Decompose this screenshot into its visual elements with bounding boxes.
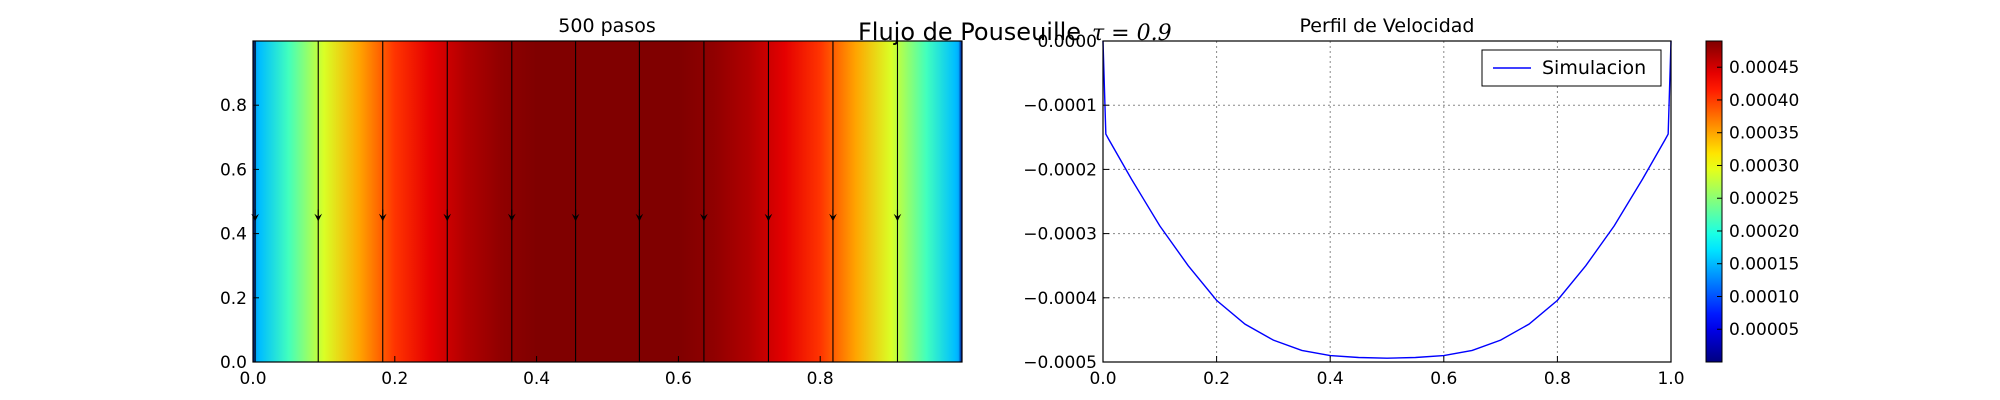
colorbar-tick-label: 0.00035 bbox=[1729, 124, 1799, 144]
line-y-tick-label: −0.0004 bbox=[1023, 289, 1097, 309]
heatmap-x-tick-label: 0.2 bbox=[381, 369, 408, 389]
colorbar: 0.00005 0.00010 0.00015 0.00020 0.00025 0.000… bbox=[1705, 40, 1799, 363]
line-x-tick-label: 0.2 bbox=[1203, 369, 1230, 389]
line-x-tick-label: 0.6 bbox=[1430, 369, 1457, 389]
line-x-ticks: 0.0 0.2 0.4 0.6 0.8 1.0 bbox=[1089, 356, 1685, 389]
heatmap-y-tick-label: 0.4 bbox=[220, 225, 247, 245]
line-frame bbox=[1102, 40, 1672, 363]
line-x-tick-label: 0.8 bbox=[1544, 369, 1571, 389]
velocity-field bbox=[253, 41, 962, 362]
heatmap-x-ticks: 0.0 0.2 0.4 0.6 0.8 bbox=[239, 356, 834, 389]
colorbar-tick-label: 0.00010 bbox=[1729, 287, 1799, 307]
colorbar-tick-label: 0.00045 bbox=[1729, 58, 1799, 78]
line-y-tick-label: −0.0001 bbox=[1023, 96, 1097, 116]
colorbar-ticks: 0.00005 0.00010 0.00015 0.00020 0.00025 0.000… bbox=[1717, 58, 1799, 340]
heatmap-x-tick-label: 0.4 bbox=[523, 369, 550, 389]
line-y-tick-label: −0.0002 bbox=[1023, 160, 1097, 180]
heatmap-x-tick-label: 0.6 bbox=[665, 369, 692, 389]
line-y-tick-label: −0.0003 bbox=[1023, 225, 1097, 245]
heatmap-y-ticks: 0.0 0.2 0.4 0.6 0.8 bbox=[220, 96, 259, 373]
heatmap-title: 500 pasos bbox=[558, 15, 655, 37]
line-plot-area bbox=[1103, 41, 1671, 362]
heatmap-frame bbox=[252, 40, 963, 363]
figure-suptitle: Flujo de Pouseuille bbox=[858, 18, 1081, 46]
colorbar-tick-label: 0.00005 bbox=[1729, 320, 1799, 340]
legend: Simulacion bbox=[1481, 49, 1662, 87]
line-panel: 0.0 0.2 0.4 0.6 0.8 1.0 0.0000 −0.0001 −0.0002 −… bbox=[1023, 15, 1684, 389]
series-simulacion-line bbox=[1102, 40, 1672, 359]
line-title: Perfil de Velocidad bbox=[1300, 15, 1475, 37]
line-y-tick-label: 0.0000 bbox=[1038, 32, 1097, 52]
heatmap-y-tick-label: 0.0 bbox=[220, 353, 247, 373]
line-x-tick-label: 1.0 bbox=[1657, 369, 1684, 389]
colorbar-tick-label: 0.00020 bbox=[1729, 222, 1799, 242]
heatmap-x-tick-label: 0.8 bbox=[807, 369, 834, 389]
colorbar-frame bbox=[1705, 40, 1723, 363]
colorbar-tick-label: 0.00030 bbox=[1729, 156, 1799, 176]
colorbar-tick-label: 0.00015 bbox=[1729, 255, 1799, 275]
heatmap-y-tick-label: 0.2 bbox=[220, 289, 247, 309]
colorbar-tick-label: 0.00040 bbox=[1729, 91, 1799, 111]
line-x-tick-label: 0.4 bbox=[1317, 369, 1344, 389]
heatmap-panel: 0.0 0.2 0.4 0.6 0.8 0.0 0.2 0.4 0.6 0.8 500 paso… bbox=[220, 15, 963, 389]
heatmap-y-tick-label: 0.8 bbox=[220, 96, 247, 116]
colorbar-tick-label: 0.00025 bbox=[1729, 189, 1799, 209]
colorbar-fill bbox=[1706, 41, 1722, 362]
line-y-ticks: 0.0000 −0.0001 −0.0002 −0.0003 −0.0004 −0.000… bbox=[1023, 32, 1109, 373]
heatmap-x-tick-label: 0.0 bbox=[239, 369, 266, 389]
legend-label-simulacion: Simulacion bbox=[1542, 57, 1646, 79]
heatmap-y-tick-label: 0.6 bbox=[220, 160, 247, 180]
line-x-tick-label: 0.0 bbox=[1089, 369, 1116, 389]
streamlines bbox=[251, 41, 902, 362]
line-y-tick-label: −0.0005 bbox=[1023, 353, 1097, 373]
